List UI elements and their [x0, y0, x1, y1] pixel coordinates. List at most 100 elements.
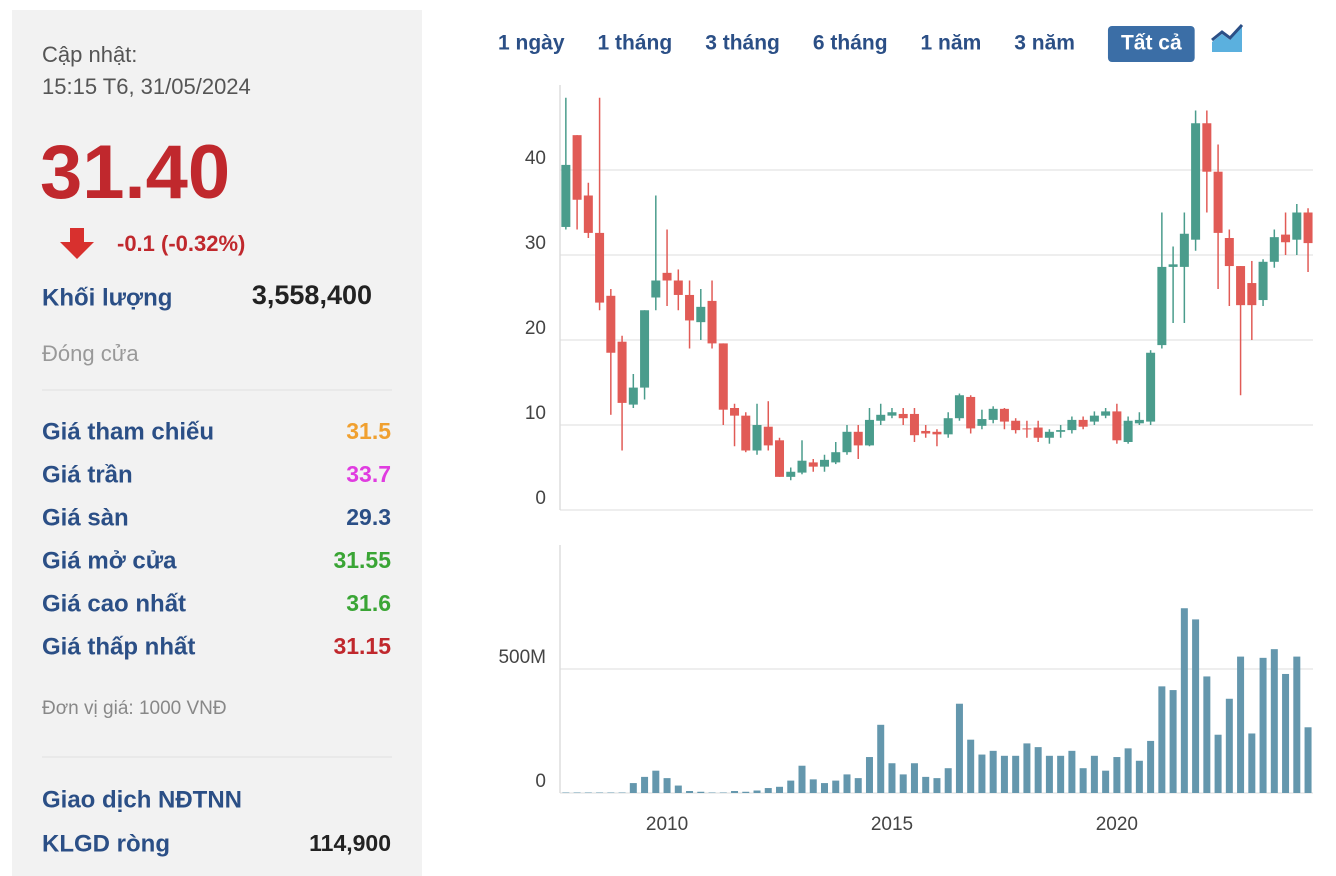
- candle-body: [606, 295, 616, 353]
- volume-bar: [967, 739, 975, 793]
- volume-bar: [1203, 676, 1211, 793]
- candle-body: [640, 310, 650, 388]
- candle-body: [1022, 428, 1032, 430]
- range-button[interactable]: 3 năm: [1014, 32, 1075, 55]
- volume-bar: [764, 788, 772, 793]
- volume-label: Khối lượng: [42, 284, 172, 311]
- volume-bar: [944, 768, 952, 793]
- candle-body: [696, 306, 706, 323]
- candle-body: [583, 195, 593, 233]
- volume-bar: [1259, 657, 1267, 793]
- candle-body: [1123, 420, 1133, 442]
- row-label: Giá cao nhất: [42, 590, 186, 617]
- candle-body: [921, 430, 931, 434]
- candle-body: [842, 431, 852, 453]
- volume-bar: [899, 774, 907, 793]
- y-tick-label: 10: [525, 403, 546, 424]
- volume-bar: [1225, 698, 1233, 793]
- volume-bar: [641, 776, 649, 793]
- candle-body: [797, 460, 807, 473]
- volume-bar: [1124, 748, 1132, 793]
- row-value: 31.55: [333, 547, 391, 573]
- volume-bar: [809, 779, 817, 793]
- button-label: 1 năm: [921, 32, 982, 55]
- volume-bar: [1102, 770, 1110, 793]
- candle-body: [999, 408, 1009, 422]
- candle-body: [730, 408, 740, 416]
- chart-type-icon[interactable]: [1211, 23, 1244, 54]
- range-button[interactable]: 1 ngày: [498, 32, 565, 55]
- candle-body: [1269, 237, 1279, 262]
- candle-body: [853, 431, 863, 446]
- volume-bar: [787, 780, 795, 793]
- range-button[interactable]: Tất cả: [1107, 26, 1195, 62]
- volume-bar: [1270, 649, 1278, 793]
- volume-bar: [1034, 747, 1042, 793]
- volume-bar: [1023, 743, 1031, 793]
- volume-bar: [1192, 619, 1200, 793]
- candle-body: [1236, 266, 1246, 306]
- candle-body: [1247, 283, 1257, 306]
- volume-bar: [1135, 760, 1143, 793]
- button-label: 3 tháng: [705, 32, 780, 55]
- row-label: Giá sàn: [42, 504, 129, 531]
- volume: 3,558,400: [252, 280, 372, 310]
- update-time: 15:15 T6, 31/05/2024: [42, 74, 251, 99]
- candle-body: [1292, 212, 1302, 240]
- candle-body: [1056, 430, 1066, 432]
- candle-body: [909, 413, 919, 436]
- candle-body: [887, 412, 897, 416]
- candle-body: [741, 415, 751, 451]
- price-change: -0.1 (-0.32%): [117, 231, 245, 256]
- row-value: 31.15: [333, 633, 391, 659]
- row-value: 29.3: [346, 504, 391, 530]
- range-button[interactable]: 1 năm: [921, 32, 982, 55]
- candle-body: [673, 280, 683, 295]
- button-label: 1 tháng: [598, 32, 673, 55]
- row-value: 31.6: [346, 590, 391, 616]
- volume-bar: [742, 791, 750, 793]
- net-value: 114,900: [309, 830, 391, 856]
- range-button[interactable]: 1 tháng: [598, 32, 673, 55]
- x-tick-label: 2020: [1096, 814, 1138, 835]
- update-label: Cập nhật:: [42, 42, 137, 67]
- range-button[interactable]: 3 tháng: [705, 32, 780, 55]
- candle-body: [1078, 419, 1088, 427]
- y-tick-label: 20: [525, 318, 546, 339]
- volume-bar: [663, 778, 671, 793]
- button-bg: [1107, 26, 1195, 62]
- row-label: Giá mở cửa: [42, 547, 177, 574]
- foreign-title: Giao dịch NĐTNN: [42, 786, 242, 813]
- volume-bar: [1000, 755, 1008, 793]
- volume-bar: [1057, 755, 1065, 793]
- range-button[interactable]: 6 tháng: [813, 32, 888, 55]
- volume-bar: [1090, 755, 1098, 793]
- charts: 0 10 20 30 40 0 500M 2010 2015 2020: [498, 85, 1313, 835]
- volume-bar: [877, 724, 885, 793]
- candle-body: [628, 387, 638, 405]
- candle-body: [943, 418, 953, 435]
- volume-bar: [1068, 750, 1076, 793]
- candle-body: [707, 300, 717, 344]
- button-label: 1 ngày: [498, 32, 565, 55]
- candle-body: [1033, 427, 1043, 438]
- row-label: Giá trần: [42, 461, 133, 488]
- button-label: 6 tháng: [813, 32, 888, 55]
- candle-body: [1224, 238, 1234, 267]
- x-tick-label: 2010: [646, 814, 688, 835]
- volume-bar: [1169, 690, 1177, 793]
- volume-bar: [1079, 768, 1087, 793]
- candle-body: [1089, 415, 1099, 422]
- candle-body: [685, 294, 695, 321]
- candle-body: [1134, 419, 1144, 424]
- button-label: 3 năm: [1014, 32, 1075, 55]
- candle-body: [1044, 431, 1054, 438]
- volume-bar: [1045, 755, 1053, 793]
- candle-body: [662, 272, 672, 281]
- market-status: Đóng cửa: [42, 341, 139, 366]
- candle-body: [572, 135, 582, 200]
- volume-bar: [1293, 656, 1301, 793]
- candle-body: [651, 280, 661, 298]
- candle-body: [954, 395, 964, 419]
- y-tick-label: 30: [525, 233, 546, 254]
